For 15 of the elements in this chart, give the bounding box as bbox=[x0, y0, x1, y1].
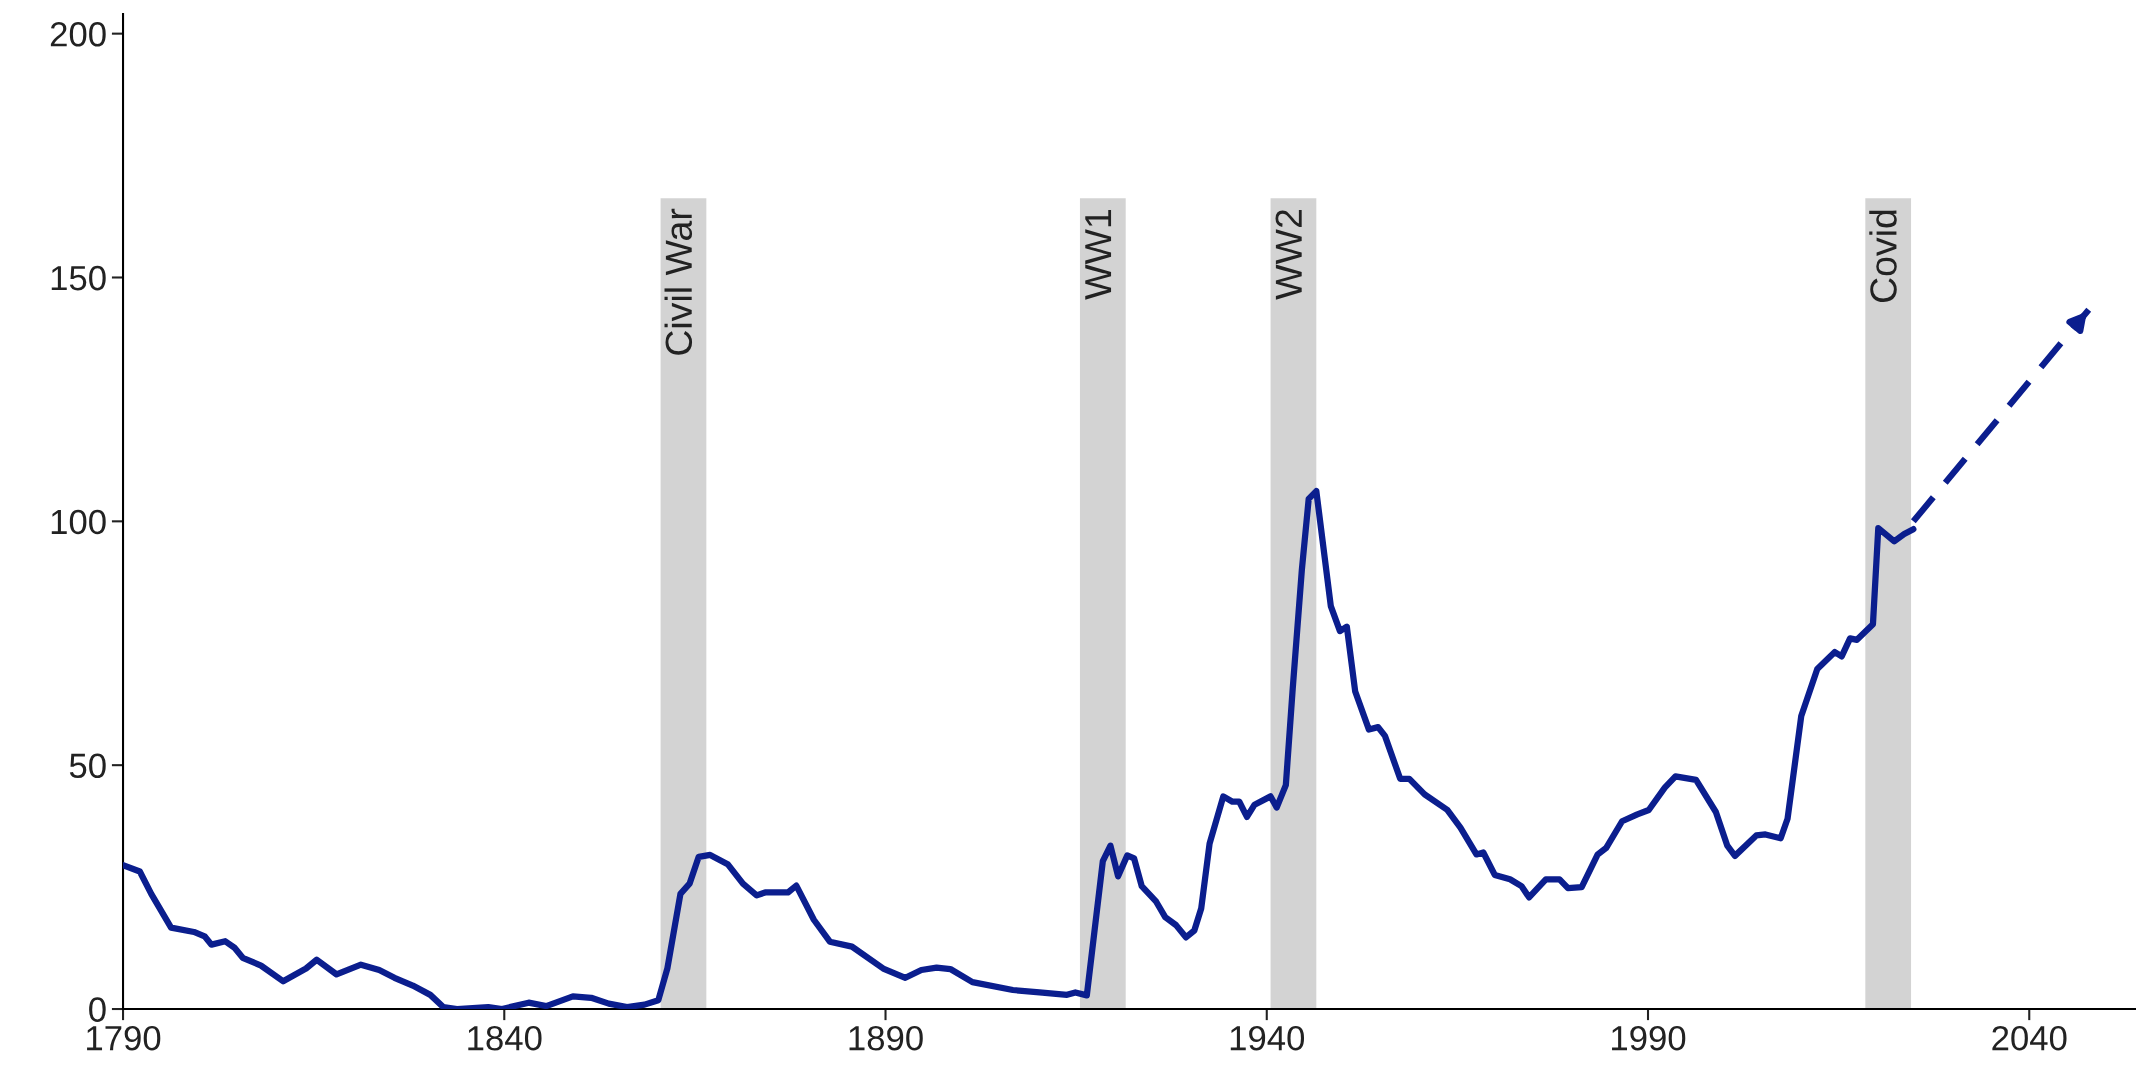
band-label: Covid bbox=[1869, 210, 1897, 303]
y-tick-label: 100 bbox=[51, 509, 106, 535]
x-tick-label: 1940 bbox=[1230, 1025, 1305, 1051]
x-tick-label: 1990 bbox=[1612, 1025, 1686, 1051]
x-tick-label: 1890 bbox=[849, 1025, 923, 1051]
y-tick-label: 200 bbox=[50, 21, 106, 47]
y-tick-label: 150 bbox=[51, 265, 106, 291]
y-tick-label: 0 bbox=[89, 997, 106, 1022]
x-tick-label: 1790 bbox=[87, 1025, 161, 1051]
y-tick-label: 50 bbox=[69, 753, 106, 779]
band-label: WW1 bbox=[1085, 209, 1112, 300]
x-tick-label: 1840 bbox=[468, 1025, 542, 1051]
band-label: WW2 bbox=[1275, 210, 1302, 300]
band-label: Civil War bbox=[664, 208, 693, 355]
x-tick-label: 2040 bbox=[1992, 1025, 2067, 1051]
